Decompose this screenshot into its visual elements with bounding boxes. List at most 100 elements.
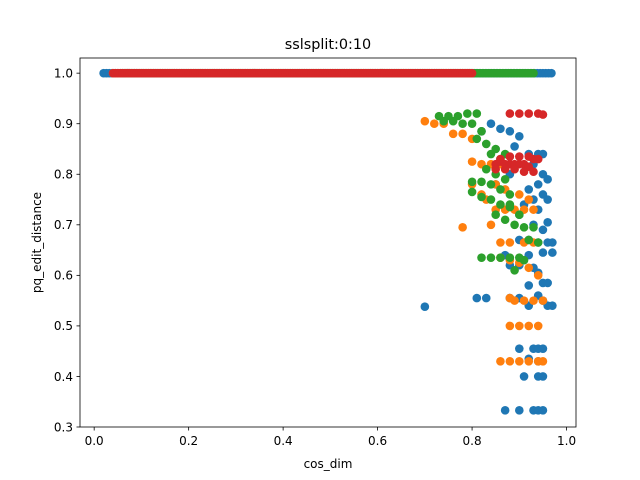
data-point	[496, 356, 505, 366]
data-point	[538, 110, 548, 119]
data-point	[533, 180, 543, 189]
data-point	[515, 190, 524, 199]
x-tick-label: 0.6	[368, 434, 387, 448]
data-point	[543, 278, 552, 288]
data-point	[496, 124, 505, 134]
data-point	[524, 235, 534, 245]
data-point	[481, 164, 491, 174]
data-point	[481, 139, 491, 149]
x-tick-label: 1.0	[557, 434, 576, 448]
y-tick-label: 0.9	[54, 117, 73, 131]
data-point	[538, 225, 548, 235]
data-point	[543, 175, 552, 184]
data-point	[529, 205, 538, 214]
data-point	[420, 302, 430, 312]
data-point	[500, 406, 510, 415]
y-tick-label: 0.6	[54, 269, 73, 283]
data-point	[477, 126, 486, 136]
data-point	[496, 238, 505, 247]
data-point	[477, 177, 486, 187]
data-point	[515, 109, 524, 118]
data-point	[463, 109, 472, 118]
data-point	[467, 157, 477, 166]
chart-title: sslsplit:0:10	[285, 37, 371, 53]
data-point	[529, 68, 538, 78]
data-point	[519, 223, 529, 232]
data-point	[524, 356, 534, 366]
data-point	[505, 152, 515, 161]
data-point	[486, 149, 496, 159]
data-point	[543, 217, 552, 227]
data-point	[458, 223, 467, 232]
data-point	[529, 223, 538, 232]
data-point	[533, 154, 543, 164]
data-point	[510, 164, 519, 174]
data-point	[467, 177, 477, 187]
data-point	[519, 167, 529, 177]
y-tick-label: 0.3	[54, 420, 73, 434]
x-tick-label: 0.2	[179, 434, 198, 448]
data-point	[505, 109, 515, 118]
data-point	[491, 164, 501, 174]
data-point	[538, 406, 548, 415]
data-point	[472, 293, 482, 303]
data-point	[547, 68, 556, 78]
data-point	[529, 296, 538, 305]
data-point	[548, 248, 557, 257]
data-point	[505, 253, 515, 262]
data-point	[486, 220, 496, 230]
series-2	[118, 68, 543, 275]
data-point	[538, 248, 548, 257]
data-point	[515, 356, 524, 366]
y-tick-label: 1.0	[54, 66, 73, 80]
data-point	[429, 119, 439, 129]
data-point	[505, 190, 515, 199]
data-point	[505, 238, 515, 247]
data-point	[529, 167, 538, 177]
data-point	[543, 195, 552, 204]
data-point	[472, 109, 482, 118]
data-point	[533, 321, 543, 331]
data-point	[538, 372, 548, 381]
series-3	[108, 68, 548, 177]
y-tick-label: 0.4	[54, 370, 73, 384]
data-point	[496, 185, 505, 194]
data-point	[515, 344, 524, 353]
data-point	[467, 68, 477, 78]
y-tick-label: 0.8	[54, 168, 73, 182]
data-point	[510, 220, 519, 230]
data-point	[486, 180, 496, 189]
data-point	[510, 296, 519, 305]
data-point	[477, 192, 486, 202]
x-tick-label: 0.4	[274, 434, 293, 448]
x-tick-label: 0.0	[85, 434, 104, 448]
data-point	[548, 301, 557, 310]
data-point	[510, 142, 519, 151]
data-point	[481, 293, 491, 303]
data-point	[505, 126, 515, 136]
data-point	[510, 266, 519, 275]
data-point	[448, 129, 458, 139]
data-point	[519, 255, 529, 265]
data-point	[486, 119, 496, 129]
data-point	[500, 164, 510, 174]
data-point	[515, 152, 524, 161]
data-point	[524, 109, 534, 118]
y-axis-label: pq_edit_distance	[30, 192, 44, 293]
data-point	[496, 253, 505, 262]
data-point	[548, 238, 557, 247]
data-point	[496, 154, 505, 164]
data-point	[458, 129, 467, 139]
data-point	[524, 185, 534, 194]
data-point	[500, 175, 510, 184]
series-0	[99, 68, 557, 415]
data-point	[472, 134, 482, 144]
data-point	[524, 152, 534, 161]
data-point	[467, 187, 477, 197]
data-point	[515, 321, 524, 331]
data-point	[515, 132, 524, 141]
data-point	[458, 119, 467, 129]
data-point	[515, 406, 524, 415]
data-point	[524, 195, 534, 204]
